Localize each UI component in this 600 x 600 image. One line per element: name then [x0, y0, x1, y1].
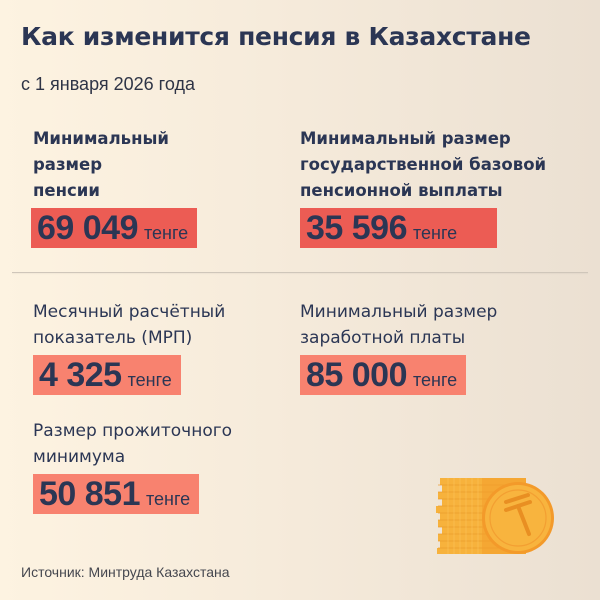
stat-minimal-pension: Минимальный размер пенсии 69 049 тенге [31, 126, 198, 248]
stat-minimal-wage: Минимальный размер заработной платы 85 0… [300, 299, 497, 395]
stat-unit: тенге [127, 370, 172, 390]
stat-value: 69 049 [37, 209, 139, 247]
stat-subsistence-minimum: Размер прожиточного минимума 50 851 тенг… [33, 418, 232, 514]
stat-unit: тенге [413, 370, 458, 390]
stat-value: 4 325 [39, 356, 122, 394]
stat-label: Размер прожиточного минимума [33, 421, 233, 467]
stat-value-box: 85 000 тенге [300, 355, 467, 395]
stat-value-box: 50 851 тенге [33, 474, 200, 514]
stat-value: 50 851 [39, 475, 141, 513]
section-divider [12, 272, 588, 273]
stat-value-box: 35 596 тенге [300, 208, 498, 248]
stat-value: 35 596 [306, 209, 408, 247]
stat-mrp: Месячный расчётный показатель (МРП) 4 32… [33, 299, 225, 395]
source-note: Источник: Минтруда Казахстана [21, 564, 230, 580]
stat-value: 85 000 [306, 356, 408, 394]
tenge-coins-icon [436, 478, 554, 554]
stat-unit: тенге [144, 223, 189, 243]
stat-value-box: 69 049 тенге [31, 208, 198, 248]
stat-value-box: 4 325 тенге [33, 355, 181, 395]
stat-unit: тенге [146, 489, 191, 509]
page-subtitle: с 1 января 2026 года [21, 74, 195, 94]
page-title: Как изменится пенсия в Казахстане [21, 22, 531, 51]
stat-label: Минимальный размер пенсии [33, 129, 169, 200]
stat-unit: тенге [413, 223, 458, 243]
stat-label: Месячный расчётный показатель (МРП) [33, 302, 226, 348]
stat-base-pension-payment: Минимальный размер государственной базов… [300, 126, 546, 248]
stat-label: Минимальный размер заработной платы [300, 302, 498, 348]
stat-label: Минимальный размер государственной базов… [300, 129, 547, 200]
